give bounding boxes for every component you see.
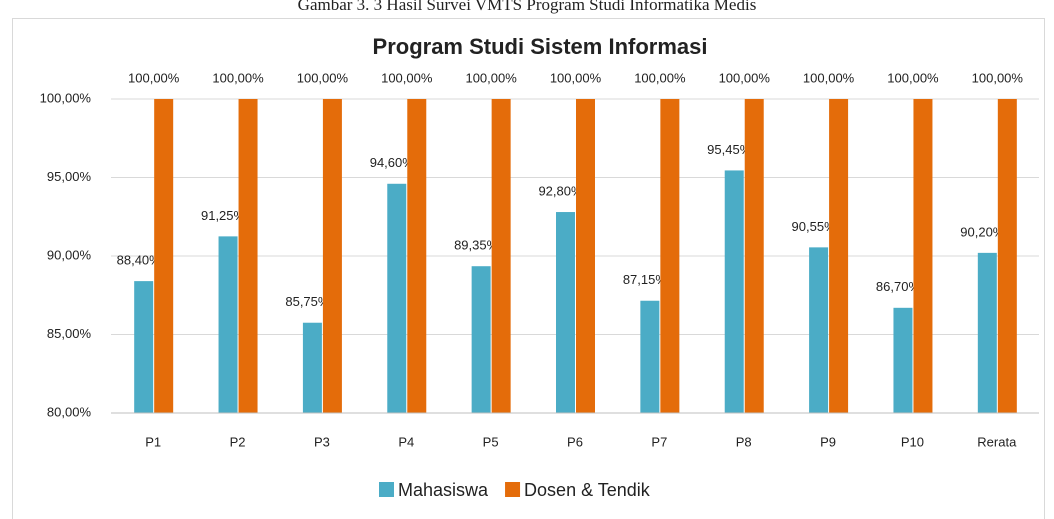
x-tick-label: P6 [567, 434, 583, 449]
bar [744, 99, 764, 413]
value-label: 85,75% [285, 294, 330, 309]
bar [491, 99, 511, 413]
bar [977, 252, 997, 413]
bar [576, 99, 595, 413]
x-tick-label: P3 [314, 434, 330, 449]
value-label: 90,55% [792, 219, 837, 234]
bar [322, 99, 342, 413]
value-label: 90,20% [960, 224, 1005, 239]
value-label: 100,00% [719, 70, 771, 85]
value-label: 94,60% [370, 155, 415, 170]
legend-label: Mahasiswa [398, 480, 489, 500]
legend-swatch [379, 482, 394, 497]
x-tick-label: P5 [483, 434, 499, 449]
value-label: 100,00% [381, 70, 433, 85]
bar [218, 236, 238, 413]
value-label: 100,00% [550, 70, 602, 85]
value-label: 100,00% [128, 70, 180, 85]
legend-swatch [505, 482, 521, 497]
x-tick-label: P2 [230, 434, 246, 449]
value-label: 91,25% [201, 208, 246, 223]
x-tick-label: P10 [901, 434, 924, 449]
bar [829, 99, 849, 413]
x-tick-label: P7 [651, 434, 667, 449]
value-label: 95,45% [707, 142, 752, 157]
value-label: 86,70% [876, 279, 921, 294]
bar [134, 281, 154, 413]
y-tick-label: 85,00% [47, 326, 92, 341]
bar [407, 99, 427, 413]
y-tick-label: 95,00% [47, 169, 92, 184]
y-tick-label: 80,00% [47, 404, 92, 419]
value-label: 100,00% [297, 70, 349, 85]
value-label: 100,00% [803, 70, 855, 85]
value-label: 100,00% [465, 70, 517, 85]
value-label: 100,00% [972, 70, 1024, 85]
bar [913, 99, 933, 413]
bar [471, 266, 491, 413]
bar [724, 170, 744, 413]
value-label: 100,00% [212, 70, 264, 85]
value-label: 88,40% [117, 253, 162, 268]
x-tick-label: Rerata [977, 434, 1017, 449]
x-tick-label: P9 [820, 434, 836, 449]
bar [997, 99, 1017, 413]
bar [809, 247, 829, 413]
bar [660, 99, 680, 413]
bar [387, 183, 407, 413]
value-label: 100,00% [887, 70, 939, 85]
x-tick-label: P8 [736, 434, 752, 449]
bar [154, 99, 174, 413]
bar [302, 322, 322, 413]
value-label: 89,35% [454, 238, 499, 253]
value-label: 92,80% [538, 183, 583, 198]
bar [238, 99, 258, 413]
y-tick-label: 90,00% [47, 247, 92, 262]
chart-border [12, 18, 1045, 519]
x-tick-label: P1 [145, 434, 161, 449]
y-tick-label: 100,00% [40, 90, 92, 105]
chart-title: Program Studi Sistem Informasi [373, 34, 708, 59]
bar [556, 212, 575, 413]
legend-label: Dosen & Tendik [524, 480, 651, 500]
caption: Gambar 3. 3 Hasil Survei VMTS Program St… [298, 0, 757, 14]
value-label: 87,15% [623, 272, 668, 287]
x-tick-label: P4 [398, 434, 414, 449]
value-label: 100,00% [634, 70, 686, 85]
bar [893, 307, 913, 413]
bar [640, 300, 660, 413]
